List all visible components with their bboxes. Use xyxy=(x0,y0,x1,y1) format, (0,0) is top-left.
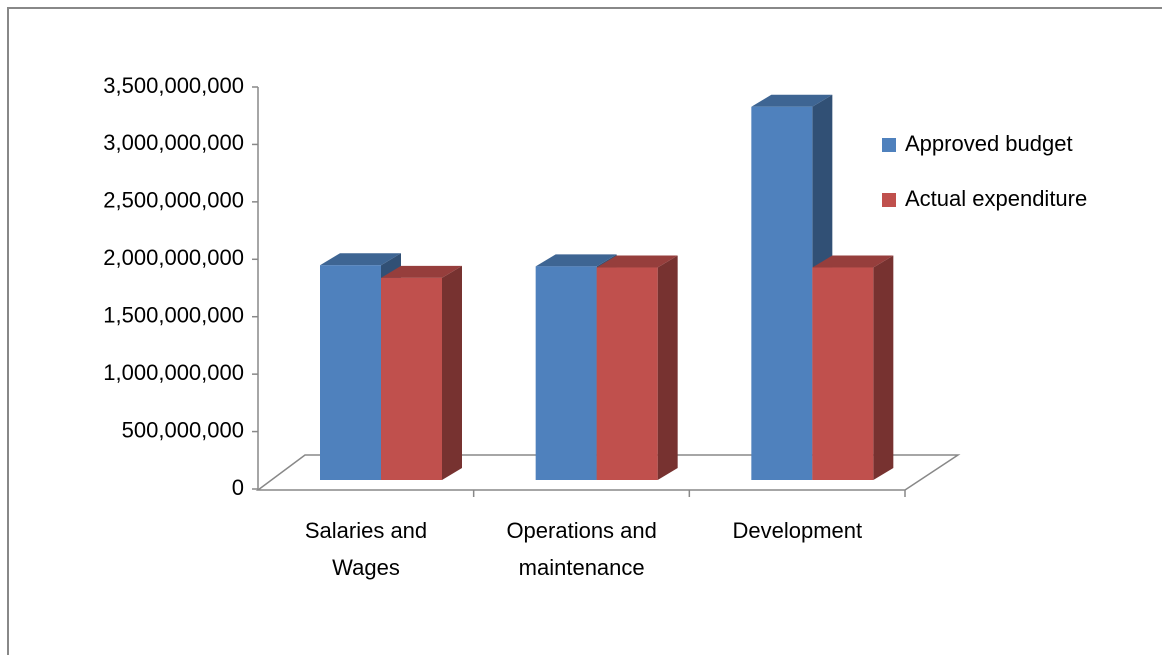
bar-side xyxy=(442,265,462,480)
bar xyxy=(320,265,381,480)
bar-top xyxy=(751,94,833,107)
bar-top xyxy=(812,255,894,268)
x-tick-label-box: Development xyxy=(689,512,905,549)
legend-label: Approved budget xyxy=(905,131,1073,156)
y-tick-label: 500,000,000 xyxy=(122,417,244,442)
y-tick-label: 2,500,000,000 xyxy=(103,188,244,213)
legend-swatch xyxy=(882,193,896,207)
legend-swatch xyxy=(882,138,896,152)
x-tick-label-box: Salaries and Wages xyxy=(258,512,474,586)
bar xyxy=(812,267,874,480)
x-tick-label: Salaries and Wages xyxy=(304,518,428,580)
bar-top xyxy=(381,265,462,278)
x-tick-label: Development xyxy=(732,518,863,543)
y-tick-label: 3,500,000,000 xyxy=(103,73,244,98)
bar-top xyxy=(596,255,678,268)
y-tick-label: 2,000,000,000 xyxy=(103,245,244,270)
bar xyxy=(596,267,658,480)
legend-label: Actual expenditure xyxy=(905,186,1087,211)
bar xyxy=(381,277,442,480)
y-tick-label: 0 xyxy=(232,475,244,500)
bar-side xyxy=(873,255,894,480)
y-tick-label: 1,500,000,000 xyxy=(103,303,244,328)
y-tick-label: 3,000,000,000 xyxy=(103,130,244,155)
bar-top xyxy=(320,253,401,266)
bar xyxy=(751,106,813,480)
x-tick-label-box: Operations and maintenance xyxy=(474,512,690,586)
bar-side xyxy=(657,255,678,480)
chart-border xyxy=(7,7,1162,655)
bar-top xyxy=(535,254,617,267)
bar xyxy=(535,266,597,480)
x-tick-label: Operations and maintenance xyxy=(506,518,657,580)
y-tick-label: 1,000,000,000 xyxy=(103,360,244,385)
